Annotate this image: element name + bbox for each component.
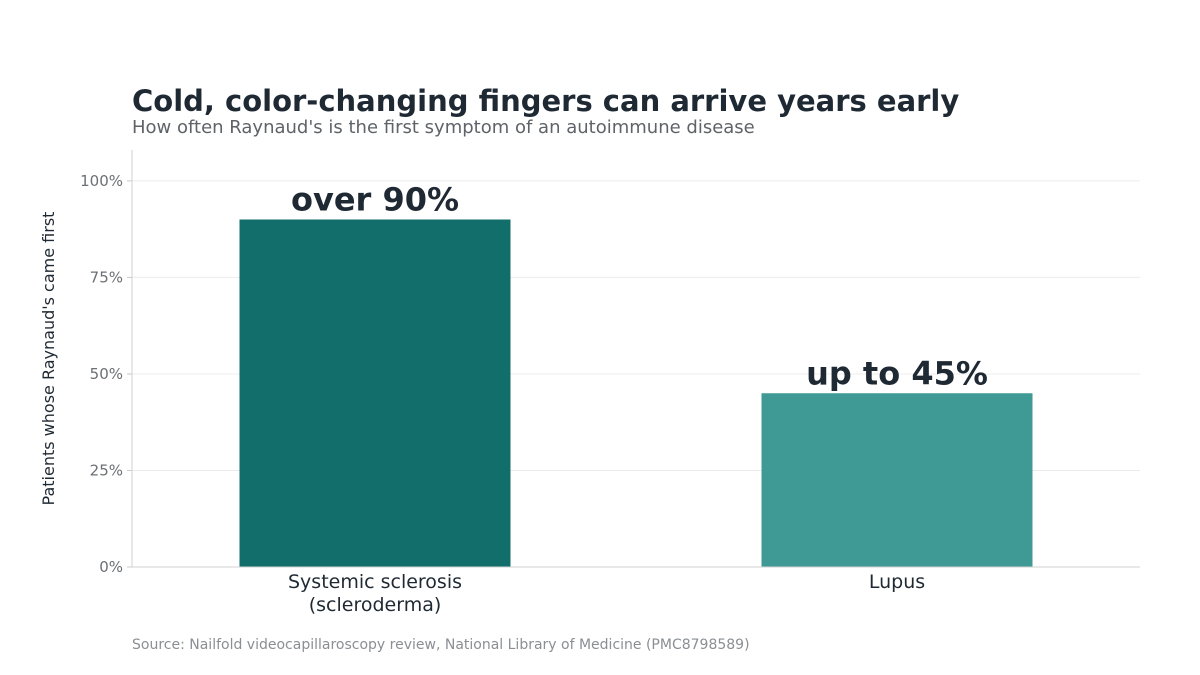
x-category-label: Lupus: [869, 571, 925, 593]
axes: 0% 25% 50% 75% 100%: [80, 150, 1140, 576]
y-tick-label: 0%: [99, 558, 123, 576]
y-tick-label: 25%: [90, 461, 123, 479]
x-category-label-line: Lupus: [869, 571, 925, 593]
chart-title: Cold, color-changing fingers can arrive …: [132, 84, 960, 118]
x-category-label-line: (scleroderma): [309, 594, 442, 616]
y-axis-title: Patients whose Raynaud's came first: [39, 212, 58, 506]
chart-subtitle: How often Raynaud's is the first symptom…: [132, 117, 755, 138]
data-label: over 90%: [291, 181, 459, 219]
x-category-label-line: Systemic sclerosis: [288, 571, 462, 593]
data-label: up to 45%: [806, 354, 988, 392]
bar: [761, 393, 1033, 567]
bars: [239, 219, 1033, 567]
source-note: Source: Nailfold videocapillaroscopy rev…: [132, 637, 750, 653]
labels: Patients whose Raynaud's came first over …: [39, 181, 988, 617]
y-tick-label: 100%: [80, 172, 123, 190]
x-category-label: Systemic sclerosis (scleroderma): [288, 571, 462, 616]
bar: [239, 219, 511, 567]
y-tick-label: 75%: [90, 268, 123, 286]
y-tick-label: 50%: [90, 365, 123, 383]
